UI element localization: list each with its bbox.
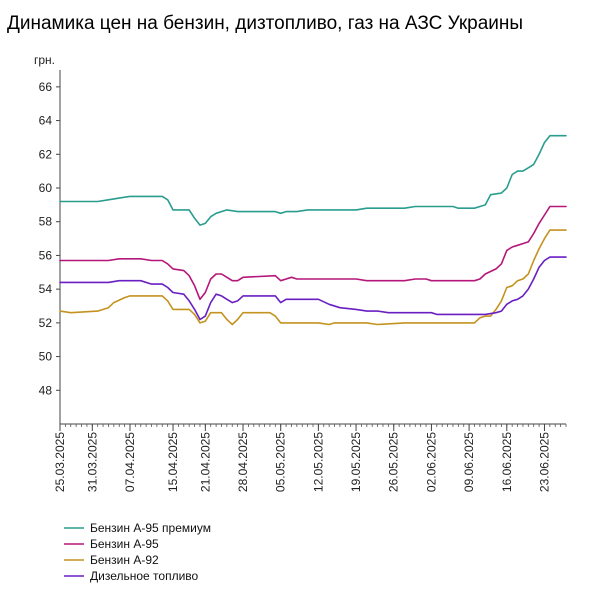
x-tick-label: 15.04.2025 — [166, 432, 180, 492]
legend-label-2: Бензин А-95 — [90, 537, 159, 551]
series-line-2 — [59, 205, 567, 301]
series-line-4 — [59, 256, 567, 321]
x-tick-label: 05.05.2025 — [274, 432, 288, 492]
x-tick-label: 02.06.2025 — [424, 432, 438, 492]
y-tick-label: 62 — [39, 147, 53, 161]
y-tick-label: 54 — [39, 282, 53, 296]
x-tick-label: 25.03.2025 — [53, 432, 67, 492]
x-tick-label: 19.05.2025 — [349, 432, 363, 492]
x-tick-label: 12.05.2025 — [311, 432, 325, 492]
series-line-1 — [59, 134, 567, 226]
x-tick-label: 09.06.2025 — [462, 432, 476, 492]
x-tick-label: 26.05.2025 — [387, 432, 401, 492]
y-tick-label: 66 — [39, 80, 53, 94]
legend: Бензин А-95 премиум Бензин А-95 Бензин А-9… — [64, 521, 211, 583]
y-tick-label: 52 — [39, 316, 53, 330]
x-tick-label: 23.06.2025 — [537, 432, 551, 492]
y-tick-label: 56 — [39, 248, 53, 262]
legend-label-1: Бензин А-95 премиум — [90, 521, 211, 535]
x-tick-label: 16.06.2025 — [500, 432, 514, 492]
x-tick-label: 31.03.2025 — [85, 432, 99, 492]
series-layer — [59, 134, 567, 326]
x-tick-label: 28.04.2025 — [236, 432, 250, 492]
x-axis: 25.03.2025 31.03.2025 07.04.2025 15.04.2025… — [53, 423, 567, 492]
y-tick-label: 50 — [39, 350, 53, 364]
y-tick-label: 58 — [39, 215, 53, 229]
y-axis-unit-label: грн. — [34, 53, 55, 67]
chart-title: Динамика цен на бензин, дизтопливо, газ … — [7, 13, 524, 34]
x-tick-label: 21.04.2025 — [198, 432, 212, 492]
y-tick-label: 64 — [39, 114, 53, 128]
y-tick-label: 60 — [39, 181, 53, 195]
y-tick-label: 48 — [39, 383, 53, 397]
legend-label-3: Бензин А-92 — [90, 553, 159, 567]
legend-label-4: Дизельное топливо — [90, 569, 199, 583]
y-axis: грн. 48 50 52 54 56 58 60 62 64 66 — [34, 53, 61, 424]
series-line-3 — [59, 229, 567, 326]
x-tick-label: 07.04.2025 — [123, 432, 137, 492]
